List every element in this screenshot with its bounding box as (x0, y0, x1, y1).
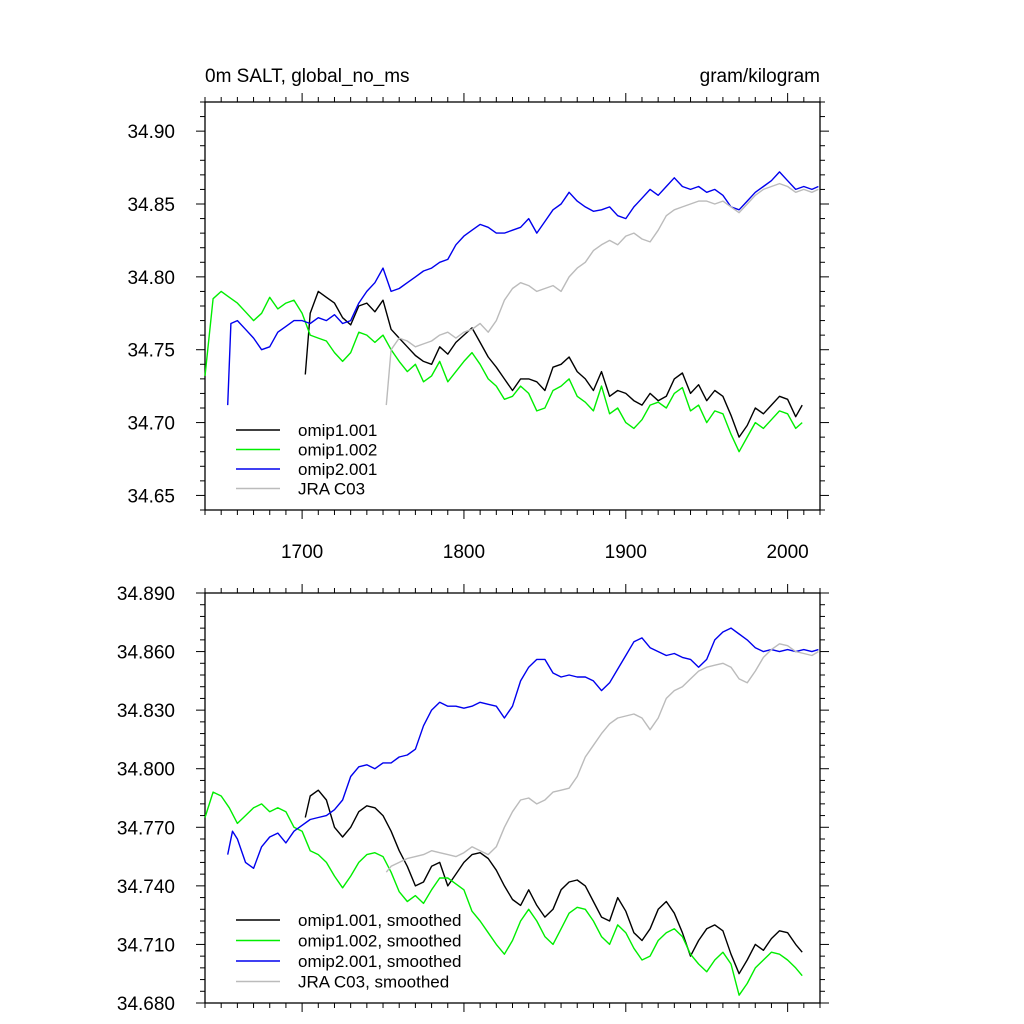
bottom-ytick-label: 34.770 (117, 818, 175, 839)
bottom-ytick-label: 34.860 (117, 643, 175, 664)
bottom-plot-panel: 34.680 34.710 34.740 34.770 34.800 34.830 34.8… (117, 584, 829, 1015)
top-series-omip2-001 (227, 171, 819, 406)
top-ytick-label: 34.65 (127, 486, 175, 507)
bottom-plot-series (204, 627, 819, 996)
top-plot-panel: 0m SALT, global_no_ms gram/kilogram 1700… (127, 66, 829, 563)
top-plot-title: 0m SALT, global_no_ms (205, 66, 410, 87)
bottom-series-jra-c03-smoothed (385, 643, 819, 873)
top-plot-axes: 1700 1800 1900 2000 34.65 34.70 34.75 34.80 34.8… (127, 93, 829, 563)
top-legend-label-jra-c03: JRA C03 (298, 480, 365, 499)
top-series-omip1-001 (304, 290, 803, 438)
bottom-legend-label-omip1-001-smoothed: omip1.001, smoothed (298, 911, 462, 930)
top-ytick-label: 34.70 (127, 414, 175, 435)
top-plot-series (204, 171, 819, 453)
bottom-ytick-label: 34.710 (117, 935, 175, 956)
top-ytick-label: 34.85 (127, 195, 175, 216)
top-legend-label-omip2-001: omip2.001 (298, 460, 377, 479)
bottom-plot-legend: omip1.001, smoothed omip1.002, smoothedom… (236, 911, 462, 992)
bottom-ytick-label: 34.680 (117, 994, 175, 1015)
bottom-legend-label-omip2-001-smoothed: omip2.001, smoothed (298, 952, 462, 971)
top-ytick-label: 34.80 (127, 268, 175, 289)
bottom-series-omip1-002-smoothed (204, 791, 803, 996)
top-xtick-label: 1900 (605, 542, 647, 563)
bottom-series-omip1-001-smoothed (304, 789, 803, 975)
top-plot-units: gram/kilogram (700, 66, 820, 87)
bottom-ytick-label: 34.800 (117, 760, 175, 781)
top-xtick-label: 1700 (281, 542, 323, 563)
top-ytick-label: 34.90 (127, 122, 175, 143)
bottom-ytick-label: 34.830 (117, 701, 175, 722)
bottom-plot-axes: 34.680 34.710 34.740 34.770 34.800 34.830 34.8… (117, 584, 829, 1015)
bottom-series-omip2-001-smoothed (227, 627, 819, 869)
top-series-omip1-002 (204, 290, 803, 453)
top-legend-label-omip1-002: omip1.002 (298, 441, 377, 460)
bottom-ytick-label: 34.740 (117, 877, 175, 898)
bottom-legend-label-omip1-002-smoothed: omip1.002, smoothed (298, 932, 462, 951)
top-series-jra-c03 (385, 182, 819, 406)
top-xtick-label: 2000 (766, 542, 808, 563)
bottom-ytick-label: 34.890 (117, 584, 175, 605)
top-legend-label-omip1-001: omip1.001 (298, 421, 377, 440)
bottom-legend-label-jra-c03-smoothed: JRA C03, smoothed (298, 973, 449, 992)
top-xtick-label: 1800 (443, 542, 485, 563)
top-ytick-label: 34.75 (127, 341, 175, 362)
